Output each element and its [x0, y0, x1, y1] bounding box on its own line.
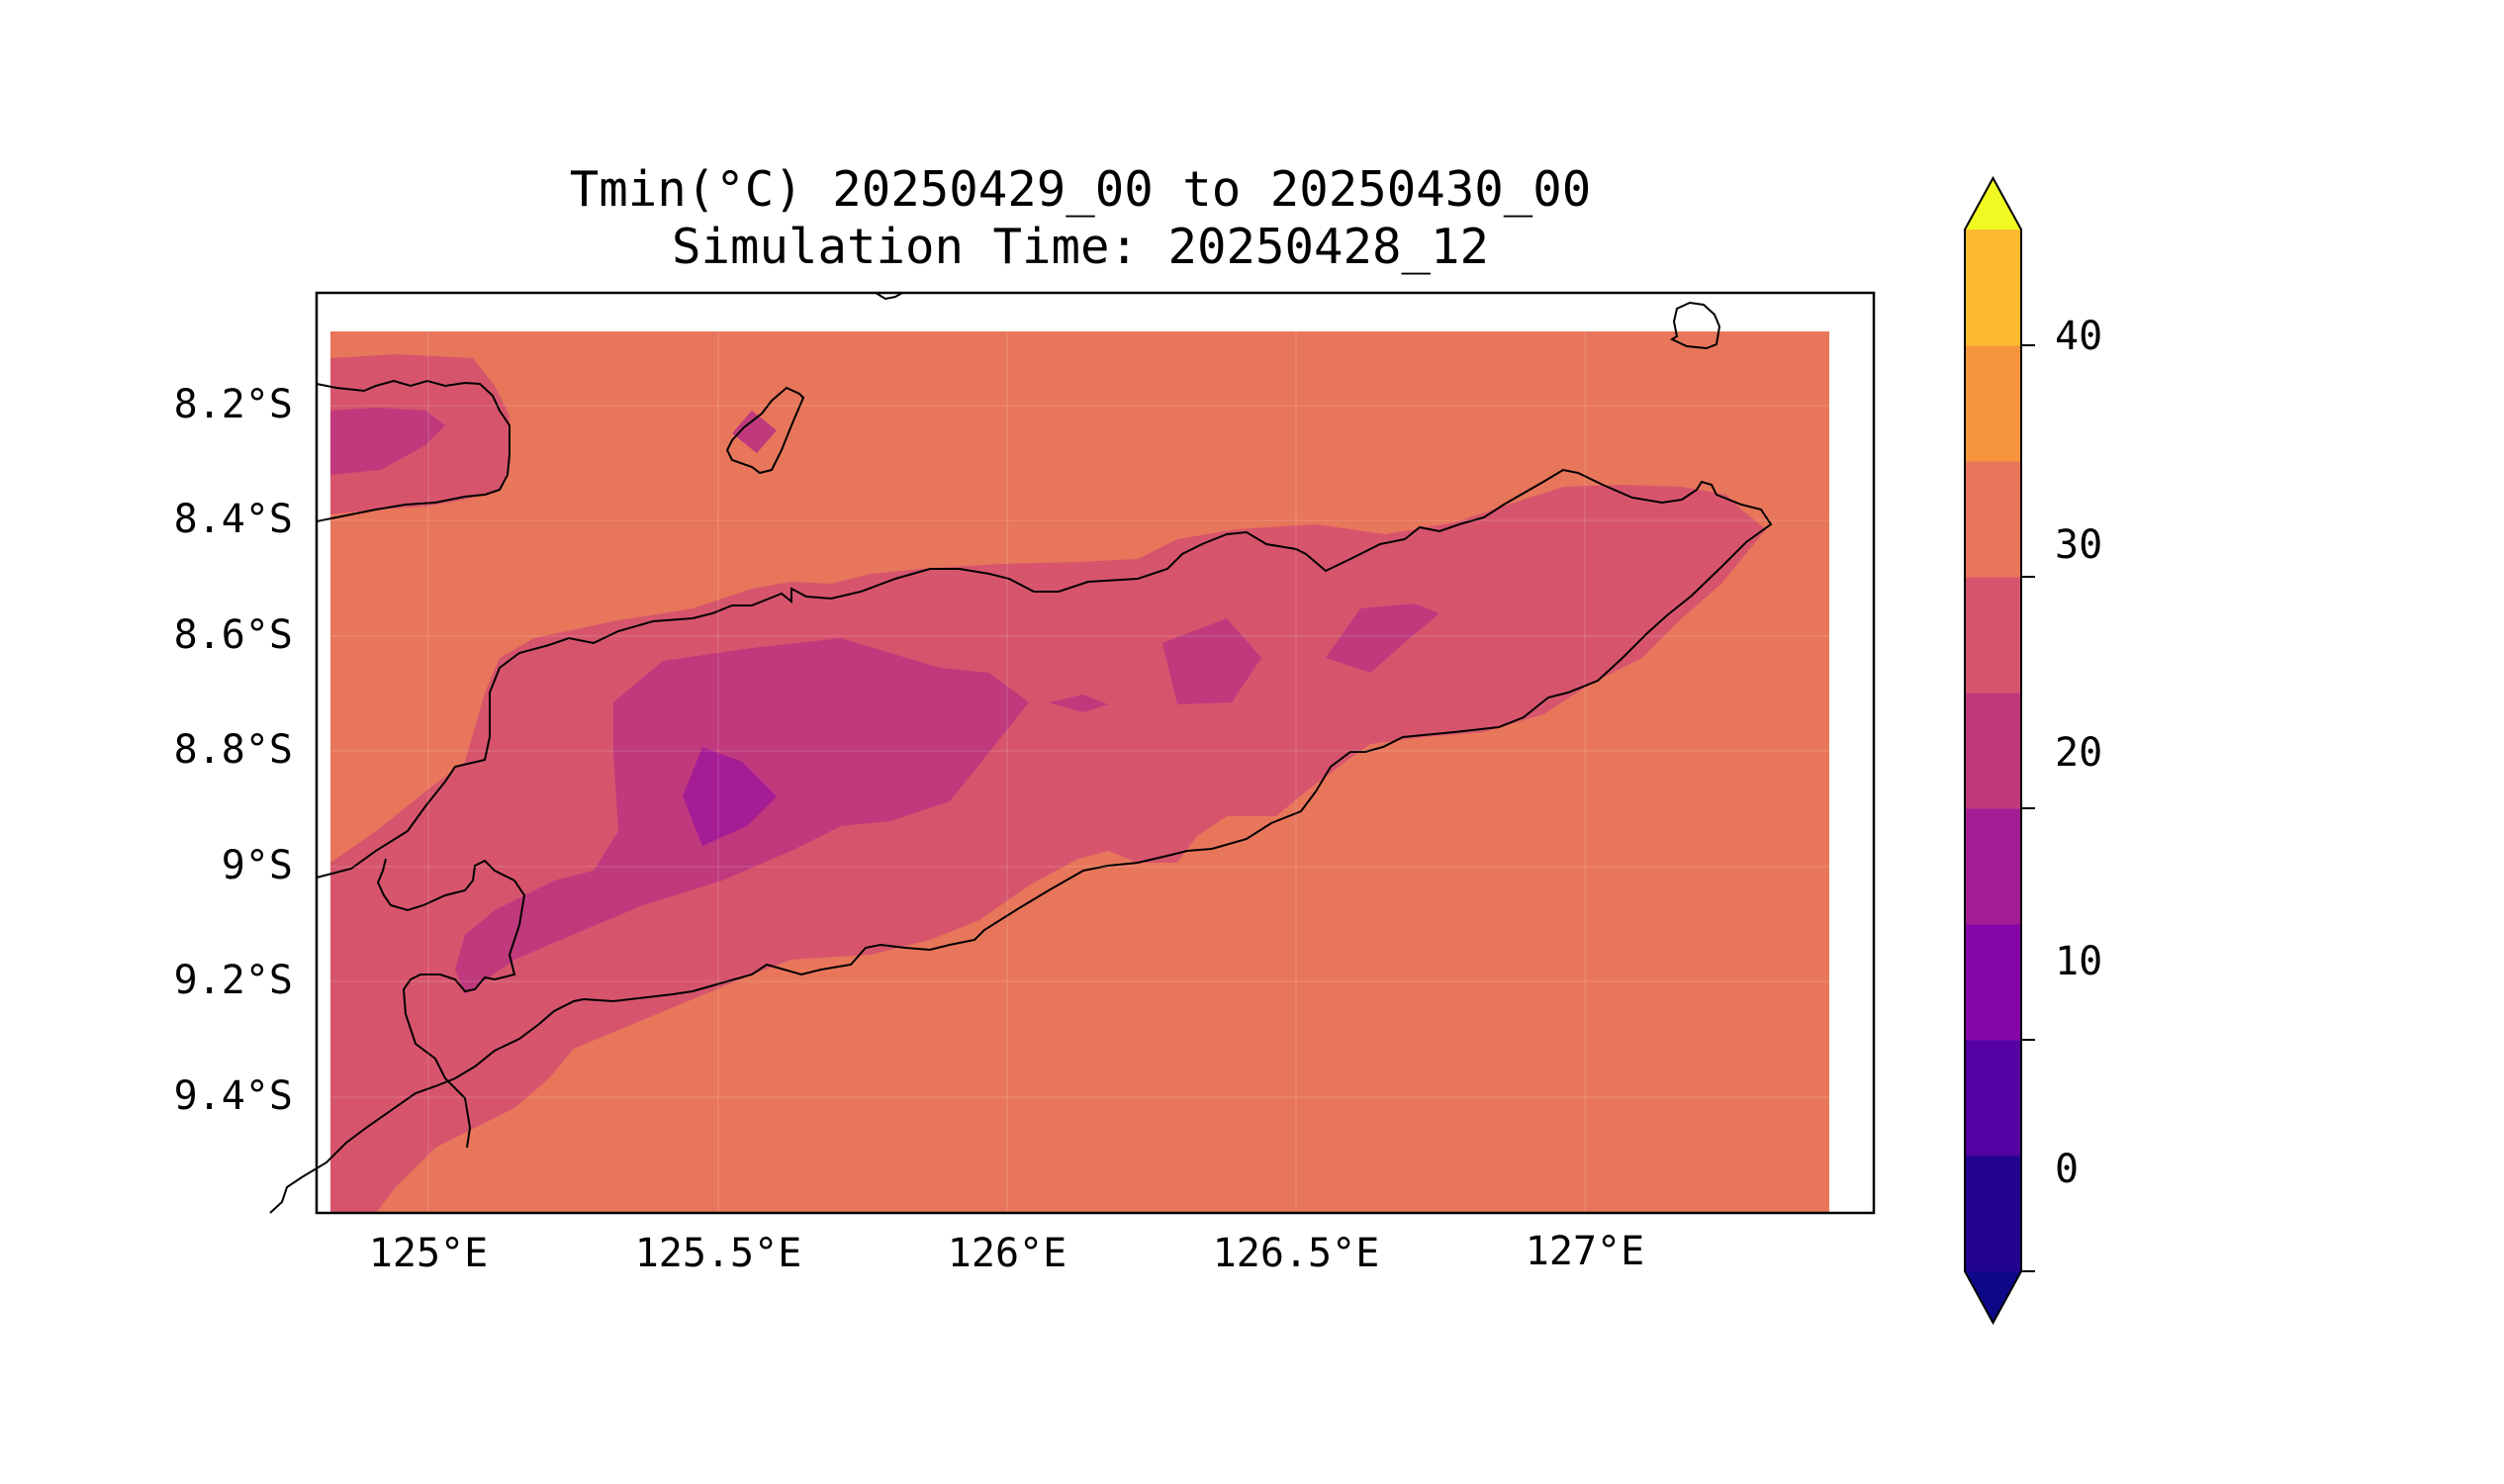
coastlines — [269, 292, 1773, 1214]
colorbar-tick-label: 10 — [2055, 939, 2102, 984]
colorbar-segment — [1965, 577, 2021, 694]
land-temp-band-15-20-east2 — [1326, 603, 1439, 673]
coastline-timor — [301, 468, 1773, 1178]
colorbar-tick-label: 20 — [2055, 730, 2102, 776]
colorbar-segment — [1965, 345, 2021, 462]
y-tick-label: 8.8°S — [174, 727, 293, 773]
coastline-oecusse — [269, 1176, 303, 1214]
map-title-line2: Simulation Time: 20250428_12 — [672, 219, 1489, 275]
colorbar-segment — [1965, 461, 2021, 578]
land-temp-band-15-20-west — [330, 408, 445, 475]
land-temp-band-15-20-east1 — [1162, 618, 1261, 704]
colorbar-tick-label: 0 — [2055, 1147, 2079, 1192]
map-frame — [315, 291, 1876, 1215]
x-tick-label: 127°E — [1526, 1229, 1644, 1274]
y-tick-label: 9°S — [222, 843, 293, 888]
y-tick-label: 8.2°S — [174, 382, 293, 427]
x-axis-ticks: 125°E 125.5°E 126°E 126.5°E 127°E — [369, 1229, 1644, 1276]
colorbar-segment — [1965, 808, 2021, 925]
colorbar-ticks: 0 10 20 30 40 — [2055, 314, 2102, 1192]
coastline-islet-top — [875, 292, 903, 301]
colorbar-segment — [1965, 230, 2021, 346]
colorbar — [1964, 175, 2035, 1326]
colorbar-segment — [1965, 693, 2021, 809]
colorbar-extend-low — [1965, 1271, 2021, 1323]
map-gridlines — [317, 293, 1874, 1213]
x-tick-label: 125°E — [369, 1231, 488, 1276]
x-tick-label: 125.5°E — [635, 1231, 802, 1276]
land-temp-band-15-20-atauro — [732, 411, 777, 453]
y-tick-label: 8.6°S — [174, 612, 293, 658]
coastline-alor — [316, 379, 510, 522]
y-tick-label: 9.4°S — [174, 1073, 293, 1119]
map-title-line1: Tmin(°C) 20250429_00 to 20250430_00 — [570, 161, 1592, 218]
coastline-islet-ne — [1669, 301, 1721, 350]
y-axis-ticks: 8.2°S 8.4°S 8.6°S 8.8°S 9°S 9.2°S 9.4°S — [174, 382, 293, 1119]
y-tick-label: 9.2°S — [174, 958, 293, 1003]
colorbar-extend-high — [1965, 178, 2021, 230]
land-temp-band-15-20-east3 — [1049, 695, 1108, 712]
y-tick-label: 8.4°S — [174, 497, 293, 542]
colorbar-tick-label: 30 — [2055, 522, 2102, 568]
colorbar-segment — [1965, 1156, 2021, 1272]
coastline-atauro — [725, 386, 805, 475]
x-tick-label: 126°E — [948, 1231, 1067, 1276]
coastline-west-timor-bay — [376, 858, 526, 1149]
colorbar-segment — [1965, 1040, 2021, 1157]
colorbar-segment — [1965, 924, 2021, 1041]
map-panel — [269, 291, 1876, 1215]
land-temp-band-10-15-core — [683, 747, 777, 846]
colorbar-tick-label: 40 — [2055, 314, 2102, 359]
x-tick-label: 126.5°E — [1213, 1231, 1380, 1276]
